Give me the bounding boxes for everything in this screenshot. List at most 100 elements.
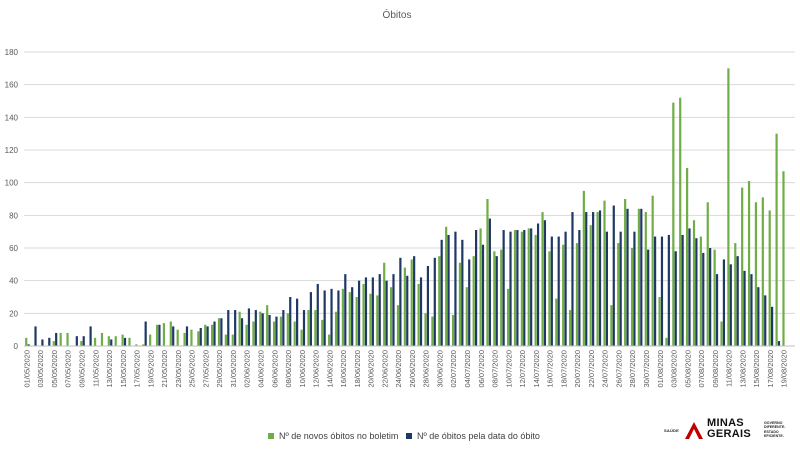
bar-data-obito <box>647 249 650 346</box>
x-tick-label: 28/06/2020 <box>422 350 431 388</box>
bar-data-obito <box>172 326 175 346</box>
bar-boletim <box>658 297 661 346</box>
bar-data-obito <box>764 295 767 346</box>
x-axis: 01/05/2020 03/05/2020 05/05/2020 07/05/2020… <box>22 345 795 388</box>
bar-boletim <box>355 297 358 346</box>
bar-boletim <box>376 295 379 346</box>
bar-boletim <box>741 187 744 346</box>
bar-data-obito <box>302 310 306 346</box>
bar-data-obito <box>729 264 732 346</box>
x-tick-label: 04/07/2020 <box>463 350 472 388</box>
x-tick-label: 20/07/2020 <box>573 350 582 388</box>
bar-boletim <box>603 200 606 346</box>
bar-boletim <box>383 262 386 346</box>
bar-data-obito <box>34 326 37 346</box>
bar-data-obito <box>406 275 409 346</box>
x-tick-label: 24/07/2020 <box>601 350 610 388</box>
y-tick-label: 80 <box>9 211 18 220</box>
bar-data-obito <box>502 230 505 346</box>
x-tick-label: 21/05/2020 <box>160 350 169 388</box>
bar-boletim <box>190 329 193 346</box>
bar-data-obito <box>709 248 712 346</box>
bar-data-obito <box>227 310 230 346</box>
bar-boletim <box>754 202 758 346</box>
legend-label-boletim: Nº de novos óbitos no boletim <box>279 431 399 441</box>
bar-data-obito <box>536 223 540 346</box>
x-tick-label: 09/08/2020 <box>711 350 720 388</box>
bar-data-obito <box>82 336 85 346</box>
bar-boletim <box>507 288 510 346</box>
x-tick-label: 20/06/2020 <box>367 350 376 388</box>
bar-boletim <box>596 212 599 346</box>
bar-data-obito <box>392 274 395 346</box>
bar-boletim <box>541 212 544 346</box>
bar-data-obito <box>440 239 443 346</box>
x-tick-label: 30/07/2020 <box>642 350 651 388</box>
bar-data-obito <box>357 280 361 346</box>
bar-boletim <box>679 97 682 346</box>
bar-boletim <box>169 321 172 346</box>
x-tick-label: 07/05/2020 <box>64 350 73 388</box>
bar-data-obito <box>626 208 629 346</box>
bar-data-obito <box>364 277 368 346</box>
triangle-logo-icon <box>685 422 703 439</box>
bar-data-obito <box>640 208 643 346</box>
bar-data-obito <box>323 290 326 346</box>
x-tick-label: 12/07/2020 <box>518 350 527 388</box>
bar-data-obito <box>660 236 664 346</box>
bar-data-obito <box>633 231 636 346</box>
bar-data-obito <box>681 234 684 346</box>
x-tick-label: 01/08/2020 <box>656 350 665 388</box>
x-tick-label: 15/05/2020 <box>119 350 128 388</box>
bar-data-obito <box>296 298 299 346</box>
bar-data-obito <box>275 316 278 346</box>
bar-data-obito <box>55 332 58 346</box>
bar-boletim <box>59 332 62 346</box>
x-tick-label: 22/07/2020 <box>587 350 596 388</box>
bar-boletim <box>438 256 441 346</box>
x-tick-label: 26/06/2020 <box>408 350 417 388</box>
legend-swatch-green <box>268 433 274 439</box>
bar-data-obito <box>247 308 251 346</box>
x-tick-label: 13/08/2020 <box>738 350 747 388</box>
x-tick-label: 06/06/2020 <box>270 350 279 388</box>
bar-data-obito <box>447 234 450 346</box>
bar-data-obito <box>419 277 423 346</box>
bar-boletim <box>389 287 393 346</box>
bar-data-obito <box>695 238 698 346</box>
bar-boletim <box>307 310 310 346</box>
x-tick-label: 02/06/2020 <box>243 350 252 388</box>
bar-boletim <box>527 228 530 346</box>
bar-data-obito <box>488 218 491 346</box>
bar-boletim <box>699 236 702 346</box>
bar-data-obito <box>371 277 374 346</box>
bar-boletim <box>472 256 475 346</box>
bar-data-obito <box>736 256 739 346</box>
bar-data-obito <box>337 290 340 346</box>
bar-boletim <box>245 324 248 346</box>
bar-data-obito <box>578 230 581 346</box>
bar-boletim <box>589 225 592 346</box>
bar-boletim <box>272 321 276 346</box>
bar-boletim <box>582 190 585 346</box>
bar-boletim <box>575 243 579 346</box>
gridlines <box>24 51 795 314</box>
bar-data-obito <box>268 314 271 346</box>
x-tick-label: 11/05/2020 <box>91 350 100 387</box>
bar-data-obito <box>757 287 760 346</box>
bar-boletim <box>211 324 214 346</box>
bar-data-obito <box>158 324 161 346</box>
x-tick-label: 25/05/2020 <box>188 350 197 388</box>
x-tick-label: 03/08/2020 <box>670 350 679 388</box>
bar-data-obito <box>378 274 381 346</box>
x-tick-label: 27/05/2020 <box>201 350 210 388</box>
bar-boletim <box>279 316 283 346</box>
bar-data-obito <box>110 339 113 346</box>
bar-data-obito <box>289 297 292 346</box>
x-tick-label: 12/06/2020 <box>312 350 321 388</box>
x-tick-label: 04/06/2020 <box>256 350 265 388</box>
bar-data-obito <box>454 231 457 346</box>
bar-boletim <box>128 337 131 346</box>
x-tick-label: 24/06/2020 <box>394 350 403 388</box>
bar-boletim <box>114 336 117 346</box>
